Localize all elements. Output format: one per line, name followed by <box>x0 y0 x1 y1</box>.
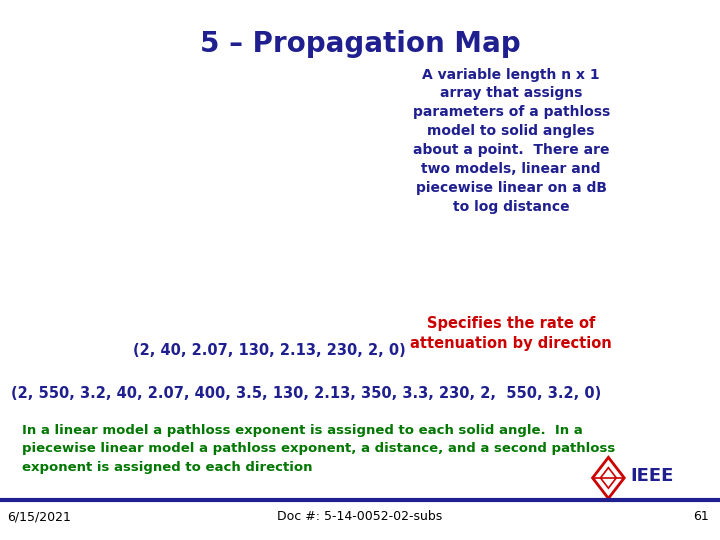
Text: 5 – Propagation Map: 5 – Propagation Map <box>199 30 521 58</box>
Text: 61: 61 <box>693 510 709 523</box>
Text: 6/15/2021: 6/15/2021 <box>7 510 71 523</box>
Text: IEEE: IEEE <box>630 467 673 485</box>
Text: In a linear model a pathloss exponent is assigned to each solid angle.  In a
pie: In a linear model a pathloss exponent is… <box>22 424 615 474</box>
Text: Doc #: 5-14-0052-02-subs: Doc #: 5-14-0052-02-subs <box>277 510 443 523</box>
Text: A variable length n x 1
array that assigns
parameters of a pathloss
model to sol: A variable length n x 1 array that assig… <box>413 68 610 214</box>
Text: (2, 40, 2.07, 130, 2.13, 230, 2, 0): (2, 40, 2.07, 130, 2.13, 230, 2, 0) <box>133 343 406 358</box>
Text: Specifies the rate of
attenuation by direction: Specifies the rate of attenuation by dir… <box>410 316 612 350</box>
Text: (2, 550, 3.2, 40, 2.07, 400, 3.5, 130, 2.13, 350, 3.3, 230, 2,  550, 3.2, 0): (2, 550, 3.2, 40, 2.07, 400, 3.5, 130, 2… <box>11 386 601 401</box>
